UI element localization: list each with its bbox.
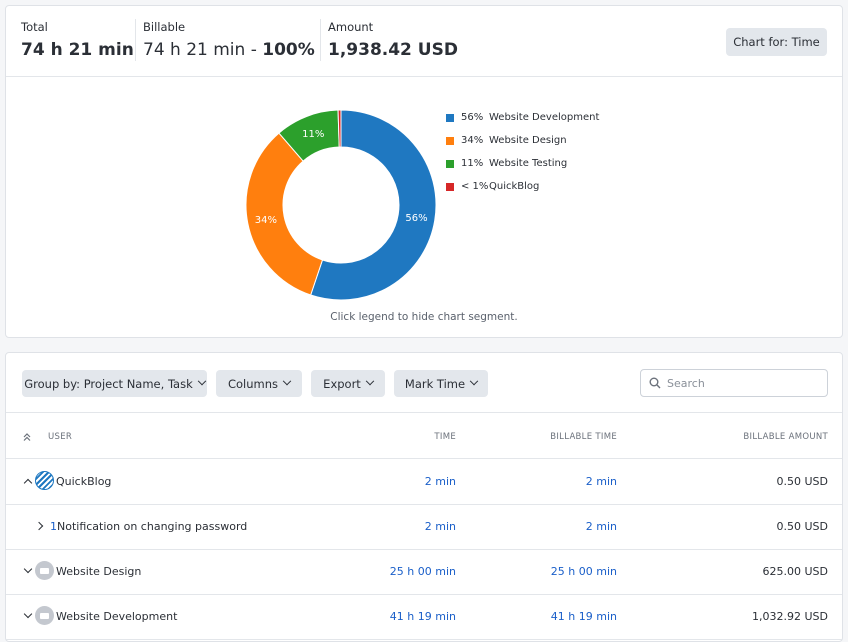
report-card: Group by: Project Name, Task Columns Exp… — [5, 352, 843, 642]
billable-amount-value: 625.00 USD — [762, 565, 829, 578]
mark-time-button[interactable]: Mark Time — [394, 370, 488, 397]
folder-icon — [35, 561, 54, 580]
amount-stat: Amount 1,938.42 USD — [328, 20, 458, 60]
chart-segment-website-development[interactable] — [310, 109, 437, 301]
chevron-down-icon — [365, 376, 375, 385]
expand-row-icon[interactable] — [23, 609, 33, 619]
group-by-button[interactable]: Group by: Project Name, Task — [22, 370, 207, 397]
search-input[interactable] — [667, 376, 817, 390]
legend-swatch — [446, 113, 454, 122]
table-row[interactable]: QuickBlog 2 min 2 min 0.50 USD — [6, 460, 842, 505]
chevron-down-icon — [282, 376, 292, 385]
project-name: QuickBlog — [56, 475, 112, 488]
column-header-user[interactable]: USER — [48, 432, 73, 442]
billable-time-value[interactable]: 25 h 00 min — [550, 565, 617, 578]
billable-time-value[interactable]: 2 min — [585, 520, 617, 533]
table-row[interactable]: Website Design 25 h 00 min 25 h 00 min 6… — [6, 550, 842, 595]
legend-item[interactable]: < 1% QuickBlog — [446, 175, 599, 198]
project-icon — [35, 471, 54, 490]
legend-item[interactable]: 56% Website Development — [446, 106, 599, 129]
table-row[interactable]: Website Development 41 h 19 min 41 h 19 … — [6, 595, 842, 640]
collapse-all-icon[interactable] — [22, 432, 32, 442]
time-value[interactable]: 41 h 19 min — [389, 610, 456, 623]
chart-segment-label: 34% — [255, 215, 277, 226]
collapse-row-icon[interactable] — [23, 478, 33, 488]
chart-legend: 56% Website Development 34% Website Design 1… — [446, 106, 599, 198]
amount-value: 1,938.42 USD — [328, 40, 458, 60]
divider — [135, 19, 136, 61]
project-name: Website Design — [56, 565, 142, 578]
legend-percent: 56% — [461, 112, 484, 123]
folder-icon — [35, 606, 54, 625]
project-name: Website Development — [56, 610, 178, 623]
time-value[interactable]: 25 h 00 min — [389, 565, 456, 578]
billable-value: 74 h 21 min - 100% — [143, 40, 315, 60]
expand-row-icon[interactable] — [23, 564, 33, 574]
columns-button[interactable]: Columns — [216, 370, 302, 397]
chart-segment-quickblog[interactable] — [337, 109, 342, 148]
chevron-down-icon — [197, 376, 207, 385]
table-header: USER TIME BILLABLE TIME BILLABLE AMOUNT — [6, 414, 842, 459]
billable-stat: Billable 74 h 21 min - 100% — [143, 20, 315, 60]
amount-label: Amount — [328, 20, 374, 34]
legend-item[interactable]: 34% Website Design — [446, 129, 599, 152]
search-icon — [649, 377, 661, 389]
total-label: Total — [21, 20, 48, 34]
legend-swatch — [446, 159, 454, 168]
billable-label: Billable — [143, 20, 186, 34]
legend-label: Website Development — [489, 112, 600, 123]
report-toolbar: Group by: Project Name, Task Columns Exp… — [6, 353, 842, 413]
task-number: 1 — [50, 520, 57, 533]
legend-label: Website Testing — [489, 158, 568, 169]
table-row[interactable]: 1Notification on changing password 2 min… — [6, 505, 842, 550]
summary-stats: Total 74 h 21 min Billable 74 h 21 min -… — [6, 6, 842, 77]
chart-segment-label: 11% — [302, 129, 324, 140]
chart-segment-website-design[interactable] — [245, 132, 324, 296]
legend-percent: 34% — [461, 135, 484, 146]
chevron-down-icon — [469, 376, 479, 385]
legend-label: QuickBlog — [489, 181, 540, 192]
legend-percent: 11% — [461, 158, 484, 169]
chart-hint: Click legend to hide chart segment. — [330, 311, 518, 323]
column-header-billable-amount[interactable]: BILLABLE AMOUNT — [743, 432, 828, 442]
total-stat: Total 74 h 21 min — [21, 20, 134, 60]
summary-card: Total 74 h 21 min Billable 74 h 21 min -… — [5, 5, 843, 338]
task-name: 1Notification on changing password — [50, 520, 248, 533]
legend-swatch — [446, 182, 454, 191]
billable-time-value[interactable]: 2 min — [585, 475, 617, 488]
column-header-billable-time[interactable]: BILLABLE TIME — [550, 432, 617, 442]
export-button[interactable]: Export — [311, 370, 385, 397]
legend-item[interactable]: 11% Website Testing — [446, 152, 599, 175]
expand-row-icon[interactable] — [34, 521, 44, 531]
billable-amount-value: 0.50 USD — [776, 475, 829, 488]
chart-segment-label: 56% — [405, 213, 427, 224]
total-value: 74 h 21 min — [21, 40, 134, 60]
time-value[interactable]: 2 min — [424, 520, 456, 533]
time-value[interactable]: 2 min — [424, 475, 456, 488]
legend-label: Website Design — [489, 135, 567, 146]
billable-time-value[interactable]: 41 h 19 min — [550, 610, 617, 623]
billable-amount-value: 1,032.92 USD — [752, 610, 828, 623]
divider — [320, 19, 321, 61]
column-header-time[interactable]: TIME — [434, 432, 456, 442]
legend-swatch — [446, 136, 454, 145]
billable-amount-value: 0.50 USD — [776, 520, 829, 533]
legend-percent: < 1% — [461, 181, 489, 192]
chart-for-button[interactable]: Chart for: Time — [726, 28, 827, 56]
billable-percent: 100% — [262, 40, 315, 60]
search-box[interactable] — [640, 369, 828, 397]
donut-chart: 56% 34% 11% — [245, 109, 437, 301]
